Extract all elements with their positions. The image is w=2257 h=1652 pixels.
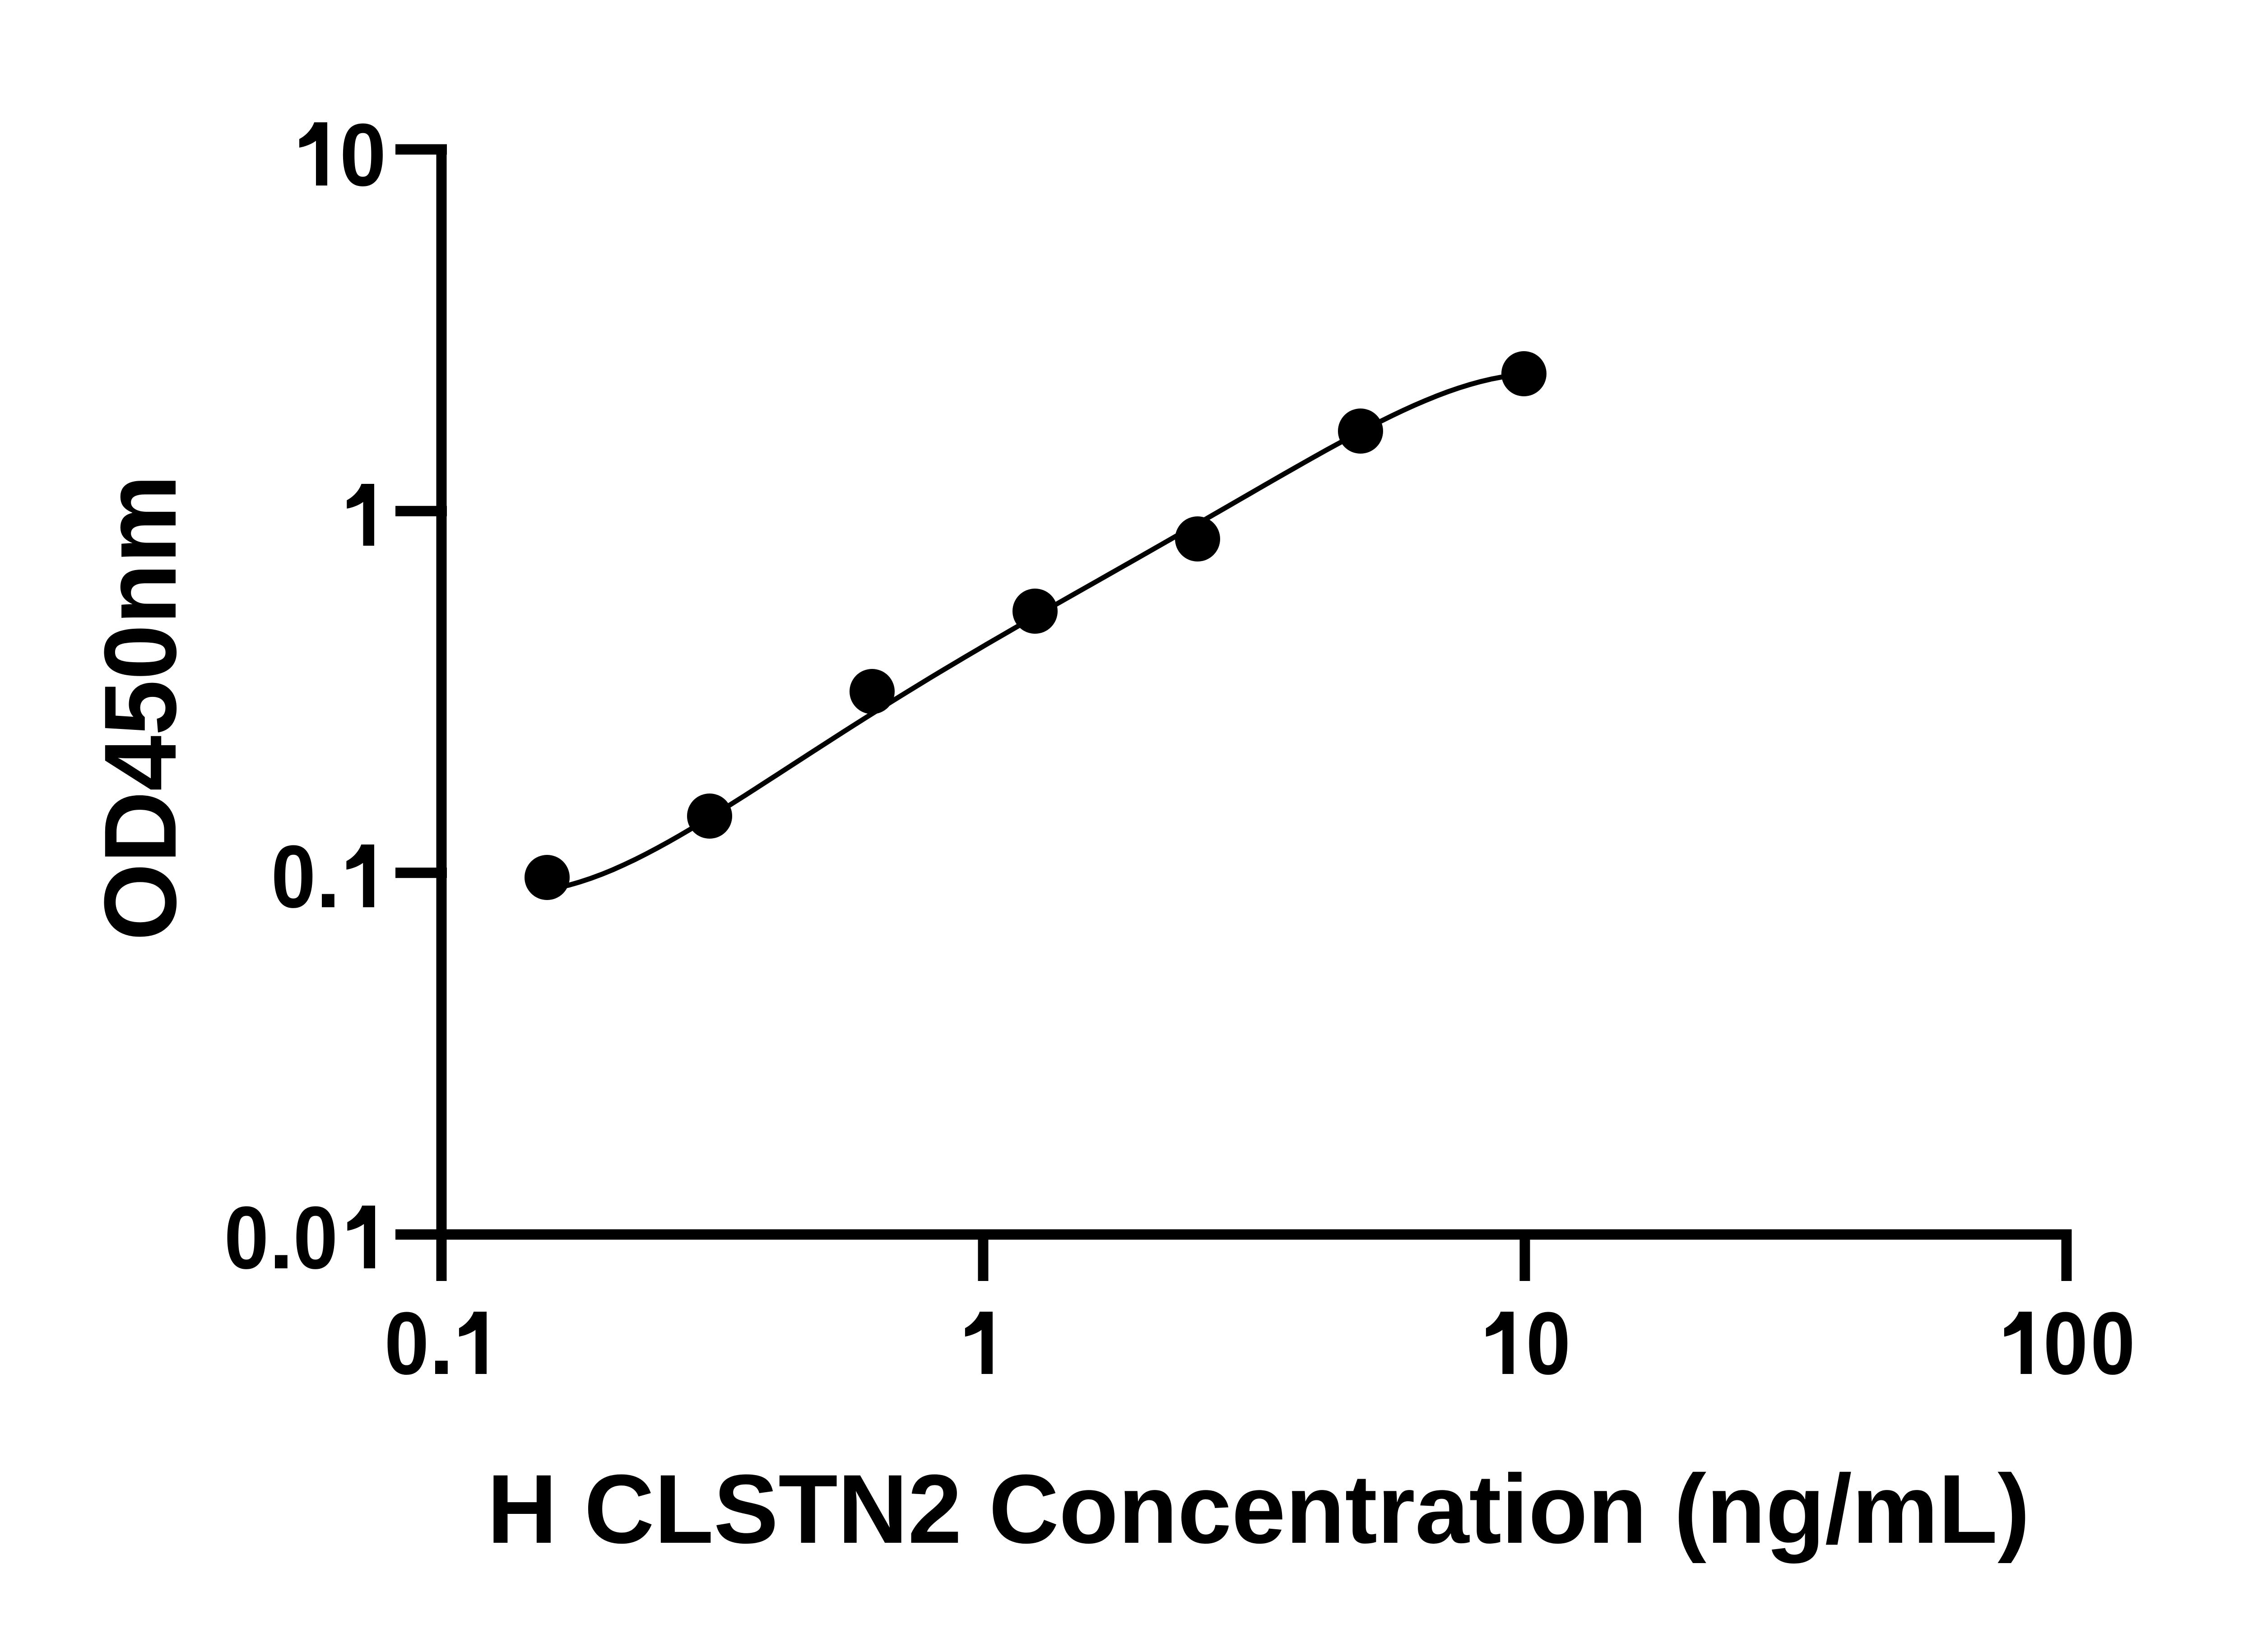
svg-text:0: 0 xyxy=(271,827,316,926)
svg-text:0: 0 xyxy=(385,1294,429,1393)
svg-text:0: 0 xyxy=(2043,1294,2088,1393)
svg-text:.: . xyxy=(316,827,341,926)
svg-text:0: 0 xyxy=(1526,1294,1571,1393)
svg-text:.: . xyxy=(269,1188,294,1287)
svg-text:0: 0 xyxy=(2090,1294,2135,1393)
svg-text:OD450nm: OD450nm xyxy=(84,475,198,941)
svg-text:0: 0 xyxy=(224,1188,269,1287)
svg-text:.: . xyxy=(429,1294,454,1393)
svg-text:0: 0 xyxy=(340,105,386,204)
svg-text:0: 0 xyxy=(293,1188,338,1287)
svg-text:H CLSTN2 Concentration (ng/mL): H CLSTN2 Concentration (ng/mL) xyxy=(487,1454,2030,1564)
